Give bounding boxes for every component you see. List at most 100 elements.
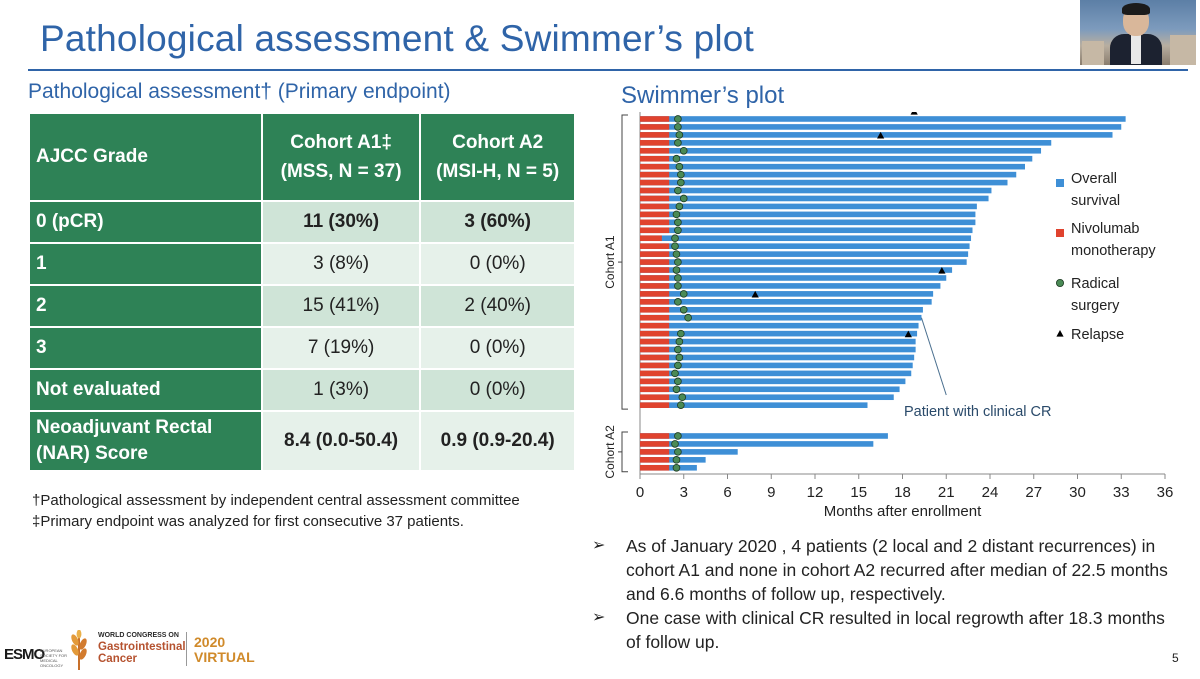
nivolumab-bar bbox=[640, 338, 670, 345]
cohort-a1-cell: 11 (30%) bbox=[260, 200, 422, 244]
header-cohort-a1-line2: (MSS, N = 37) bbox=[280, 161, 402, 182]
x-tick-label: 21 bbox=[938, 484, 955, 501]
x-tick-label: 12 bbox=[807, 484, 824, 501]
radical-surgery-marker bbox=[674, 432, 682, 440]
overall-survival-bar bbox=[640, 283, 941, 289]
legend-radical-surgery-label-1: Radical bbox=[1071, 276, 1119, 292]
header-cohort-a1: Cohort A1‡ (MSS, N = 37) bbox=[260, 112, 422, 202]
nivolumab-bar bbox=[640, 299, 670, 305]
nivolumab-bar bbox=[640, 283, 670, 289]
nivolumab-bar bbox=[640, 275, 670, 281]
nivolumab-bar bbox=[640, 132, 670, 138]
background-building bbox=[1170, 35, 1196, 65]
overall-survival-bar bbox=[640, 449, 738, 455]
nar-cohort-a2-cell: 0.9 (0.9-20.4) bbox=[419, 410, 576, 472]
overall-survival-bar bbox=[640, 259, 967, 265]
relapse-marker bbox=[938, 267, 946, 274]
radical-surgery-marker bbox=[674, 115, 682, 123]
nivolumab-bar bbox=[640, 330, 670, 337]
cohort-a2-cell: 3 (60%) bbox=[419, 200, 576, 244]
x-axis-title: Months after enrollment bbox=[824, 503, 982, 520]
overall-survival-bar bbox=[640, 219, 976, 226]
table-header-row: AJCC Grade Cohort A1‡ (MSS, N = 37) Coho… bbox=[28, 112, 576, 202]
nivolumab-bar bbox=[640, 394, 670, 401]
nivolumab-bar bbox=[640, 235, 662, 242]
annotation-label: Patient with clinical CR bbox=[904, 404, 1051, 420]
cohort-a2-cell: 0 (0%) bbox=[419, 242, 576, 286]
nivolumab-bar bbox=[640, 362, 670, 369]
radical-surgery-marker bbox=[674, 274, 682, 282]
radical-surgery-marker bbox=[674, 218, 682, 227]
radical-surgery-marker bbox=[672, 266, 681, 274]
radical-surgery-marker bbox=[674, 226, 682, 235]
nar-label-cell: Neoadjuvant Rectal (NAR) Score bbox=[28, 410, 263, 472]
radical-surgery-marker bbox=[672, 250, 681, 258]
legend-overall-survival-label-1: Overall bbox=[1071, 171, 1117, 187]
overall-survival-bar bbox=[640, 322, 919, 329]
relapse-marker bbox=[904, 330, 912, 338]
nivolumab-bar bbox=[640, 386, 670, 393]
relapse-marker bbox=[877, 131, 885, 139]
congress-name-line1: Gastrointestinal bbox=[98, 641, 186, 653]
nivolumab-bar bbox=[640, 457, 670, 463]
table-row: 3 7 (19%) 0 (0%) bbox=[28, 326, 576, 370]
nivolumab-bar bbox=[640, 306, 670, 313]
finding-text: One case with clinical CR resulted in lo… bbox=[626, 608, 1165, 652]
overall-survival-bar bbox=[640, 402, 868, 408]
overall-survival-bar bbox=[640, 386, 900, 393]
cohort-a1-cell: 1 (3%) bbox=[260, 368, 422, 412]
header-cohort-a2: Cohort A2 (MSI-H, N = 5) bbox=[419, 112, 576, 202]
background-building bbox=[1082, 41, 1104, 65]
legend-relapse-marker bbox=[1056, 330, 1064, 337]
overall-survival-bar bbox=[640, 314, 922, 321]
footnote-double-dagger: ‡Primary endpoint was analyzed for first… bbox=[32, 513, 464, 530]
overall-survival-bar bbox=[640, 251, 969, 257]
radical-surgery-marker bbox=[679, 146, 688, 155]
overall-survival-bar bbox=[640, 346, 916, 353]
overall-survival-bar bbox=[640, 179, 1008, 186]
header-cohort-a2-line2: (MSI-H, N = 5) bbox=[436, 161, 560, 182]
overall-survival-bar bbox=[640, 299, 932, 305]
nivolumab-bar bbox=[640, 346, 670, 353]
finding-item: ➢ As of January 2020 , 4 patients (2 loc… bbox=[590, 534, 1180, 606]
overall-survival-bar bbox=[640, 203, 977, 210]
slide-title: Pathological assessment & Swimmer’s plot bbox=[40, 18, 755, 59]
presenter-webcam-thumbnail[interactable] bbox=[1080, 0, 1196, 65]
virtual-year: 2020 bbox=[194, 634, 226, 650]
radical-surgery-marker bbox=[679, 305, 688, 314]
overall-survival-bar bbox=[640, 124, 1122, 130]
virtual-label: VIRTUAL bbox=[194, 649, 255, 665]
pathological-heading: Pathological assessment† (Primary endpoi… bbox=[28, 80, 451, 103]
grade-cell: Not evaluated bbox=[28, 368, 263, 412]
legend-radical-surgery-label-2: surgery bbox=[1071, 298, 1120, 314]
radical-surgery-marker bbox=[679, 194, 688, 203]
nivolumab-bar bbox=[640, 195, 670, 202]
radical-surgery-marker bbox=[672, 154, 681, 163]
nivolumab-bar bbox=[640, 124, 670, 130]
radical-surgery-marker bbox=[675, 353, 684, 362]
legend-overall-survival-label-2: survival bbox=[1071, 193, 1120, 209]
overall-survival-bar bbox=[640, 306, 923, 313]
radical-surgery-marker bbox=[674, 139, 682, 147]
nivolumab-bar bbox=[640, 116, 670, 122]
radical-surgery-marker bbox=[674, 345, 682, 354]
radical-surgery-marker bbox=[677, 170, 685, 179]
radical-surgery-marker bbox=[672, 463, 681, 472]
arrow-bullet-icon: ➢ bbox=[592, 609, 606, 626]
x-tick-label: 9 bbox=[767, 484, 775, 501]
overall-survival-bar bbox=[640, 354, 915, 361]
overall-survival-bar bbox=[640, 243, 970, 249]
nivolumab-bar bbox=[640, 259, 670, 265]
relapse-marker bbox=[751, 290, 759, 298]
radical-surgery-marker bbox=[671, 440, 679, 448]
overall-survival-bar bbox=[640, 362, 913, 369]
finding-text: As of January 2020 , 4 patients (2 local… bbox=[626, 536, 1168, 604]
overall-survival-bar bbox=[640, 394, 894, 401]
legend-overall-survival-swatch bbox=[1056, 179, 1064, 187]
virtual-badge: 2020 VIRTUAL bbox=[194, 635, 255, 665]
header-cohort-a1-line1: Cohort A1‡ bbox=[290, 132, 392, 153]
radical-surgery-marker bbox=[674, 123, 682, 131]
overall-survival-bar bbox=[640, 211, 976, 218]
overall-survival-bar bbox=[640, 235, 972, 242]
